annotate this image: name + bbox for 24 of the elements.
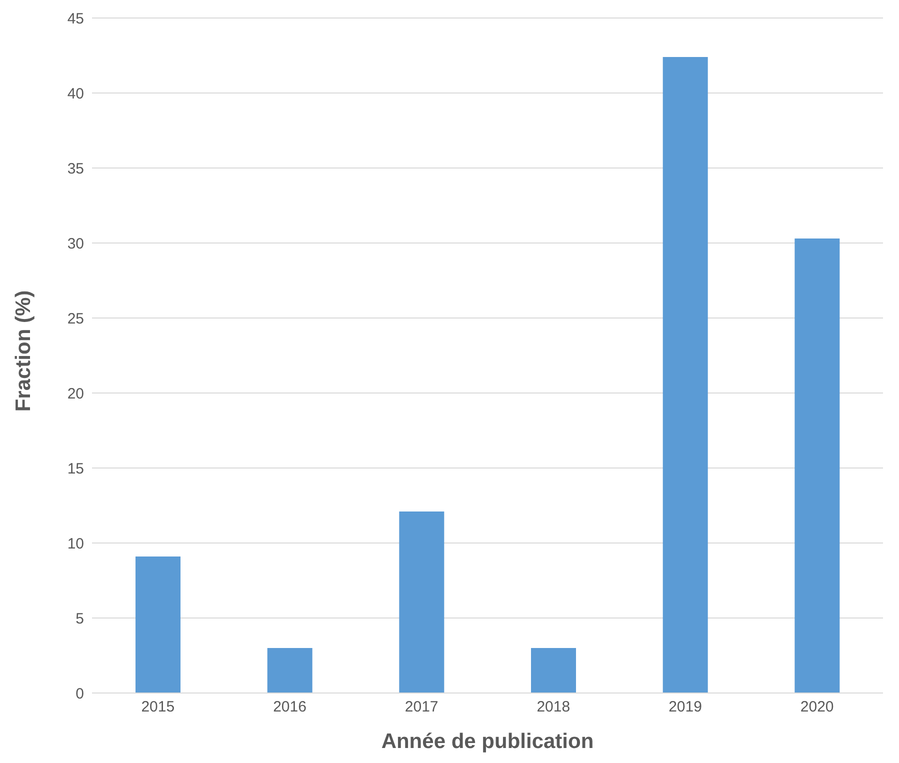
bar	[267, 648, 312, 693]
bar	[136, 556, 181, 693]
y-tick-label: 35	[67, 160, 84, 178]
x-tick-label: 2017	[404, 698, 438, 716]
y-tick-label: 10	[67, 535, 84, 552]
x-axis-title: Année de publication	[380, 730, 595, 754]
y-tick-label: 15	[67, 460, 84, 478]
y-axis-title: Fraction (%)	[12, 290, 36, 412]
y-tick-label: 20	[67, 385, 84, 402]
bar	[794, 238, 840, 693]
y-tick-label: 5	[76, 610, 84, 628]
x-tick-label: 2018	[536, 698, 570, 716]
bar	[662, 57, 708, 693]
y-tick-label: 0	[76, 685, 84, 702]
bar	[531, 648, 576, 693]
x-tick-label: 2016	[273, 698, 306, 716]
y-tick-label: 25	[67, 310, 84, 328]
x-tick-label: 2015	[141, 698, 175, 716]
bar	[399, 512, 444, 693]
x-tick-label: 2019	[668, 698, 702, 716]
y-tick-label: 30	[67, 235, 84, 252]
x-tick-label: 2020	[800, 698, 834, 716]
y-tick-label: 45	[67, 10, 84, 28]
y-tick-label: 40	[67, 85, 84, 102]
